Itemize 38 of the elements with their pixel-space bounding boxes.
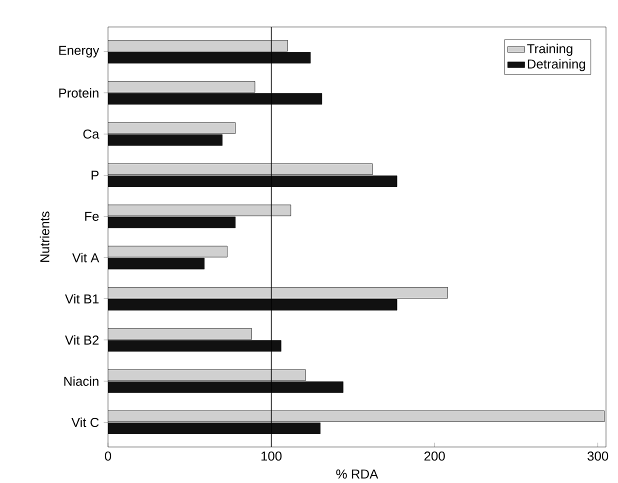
- y-tick-label: Energy: [59, 46, 100, 58]
- bar: [108, 299, 398, 311]
- y-tick-label: Niacin: [64, 376, 98, 386]
- bar: [108, 176, 398, 187]
- bar: [108, 204, 292, 216]
- x-tick-label: 100: [261, 452, 282, 461]
- bar: [108, 93, 322, 105]
- bar: [108, 52, 311, 64]
- legend-label: Training: [527, 44, 572, 56]
- x-tick-label: 200: [424, 452, 445, 461]
- bar: [108, 258, 205, 270]
- y-tick-label: Fe: [85, 212, 99, 221]
- bar: [108, 216, 236, 228]
- bar: [108, 410, 605, 422]
- y-tick-label: Protein: [59, 88, 98, 98]
- y-tick-label: Vit B2: [64, 335, 99, 345]
- y-tick-label: Vit A: [72, 252, 100, 262]
- x-axis-title: % RDA: [336, 470, 378, 479]
- y-axis-title: Nutrients: [40, 212, 50, 262]
- x-tick-label: 300: [588, 452, 608, 461]
- y-tick-label: Vit B1: [64, 294, 99, 304]
- bar: [108, 369, 306, 381]
- bar: [108, 246, 228, 258]
- y-tick-label: Ca: [83, 130, 100, 139]
- bar: [108, 164, 373, 175]
- y-tick-label: P: [92, 170, 99, 180]
- bar: [108, 340, 282, 352]
- bar: [108, 122, 236, 134]
- x-tick-label: 0: [104, 452, 112, 461]
- legend-label: Detraining: [528, 59, 586, 72]
- bar: [108, 40, 288, 52]
- y-tick-label: Vit C: [71, 418, 99, 428]
- bar: [108, 381, 344, 393]
- bar: [108, 81, 256, 93]
- bar: [108, 287, 448, 299]
- bar: [108, 422, 320, 434]
- bar: [108, 134, 222, 146]
- bar: [108, 328, 252, 340]
